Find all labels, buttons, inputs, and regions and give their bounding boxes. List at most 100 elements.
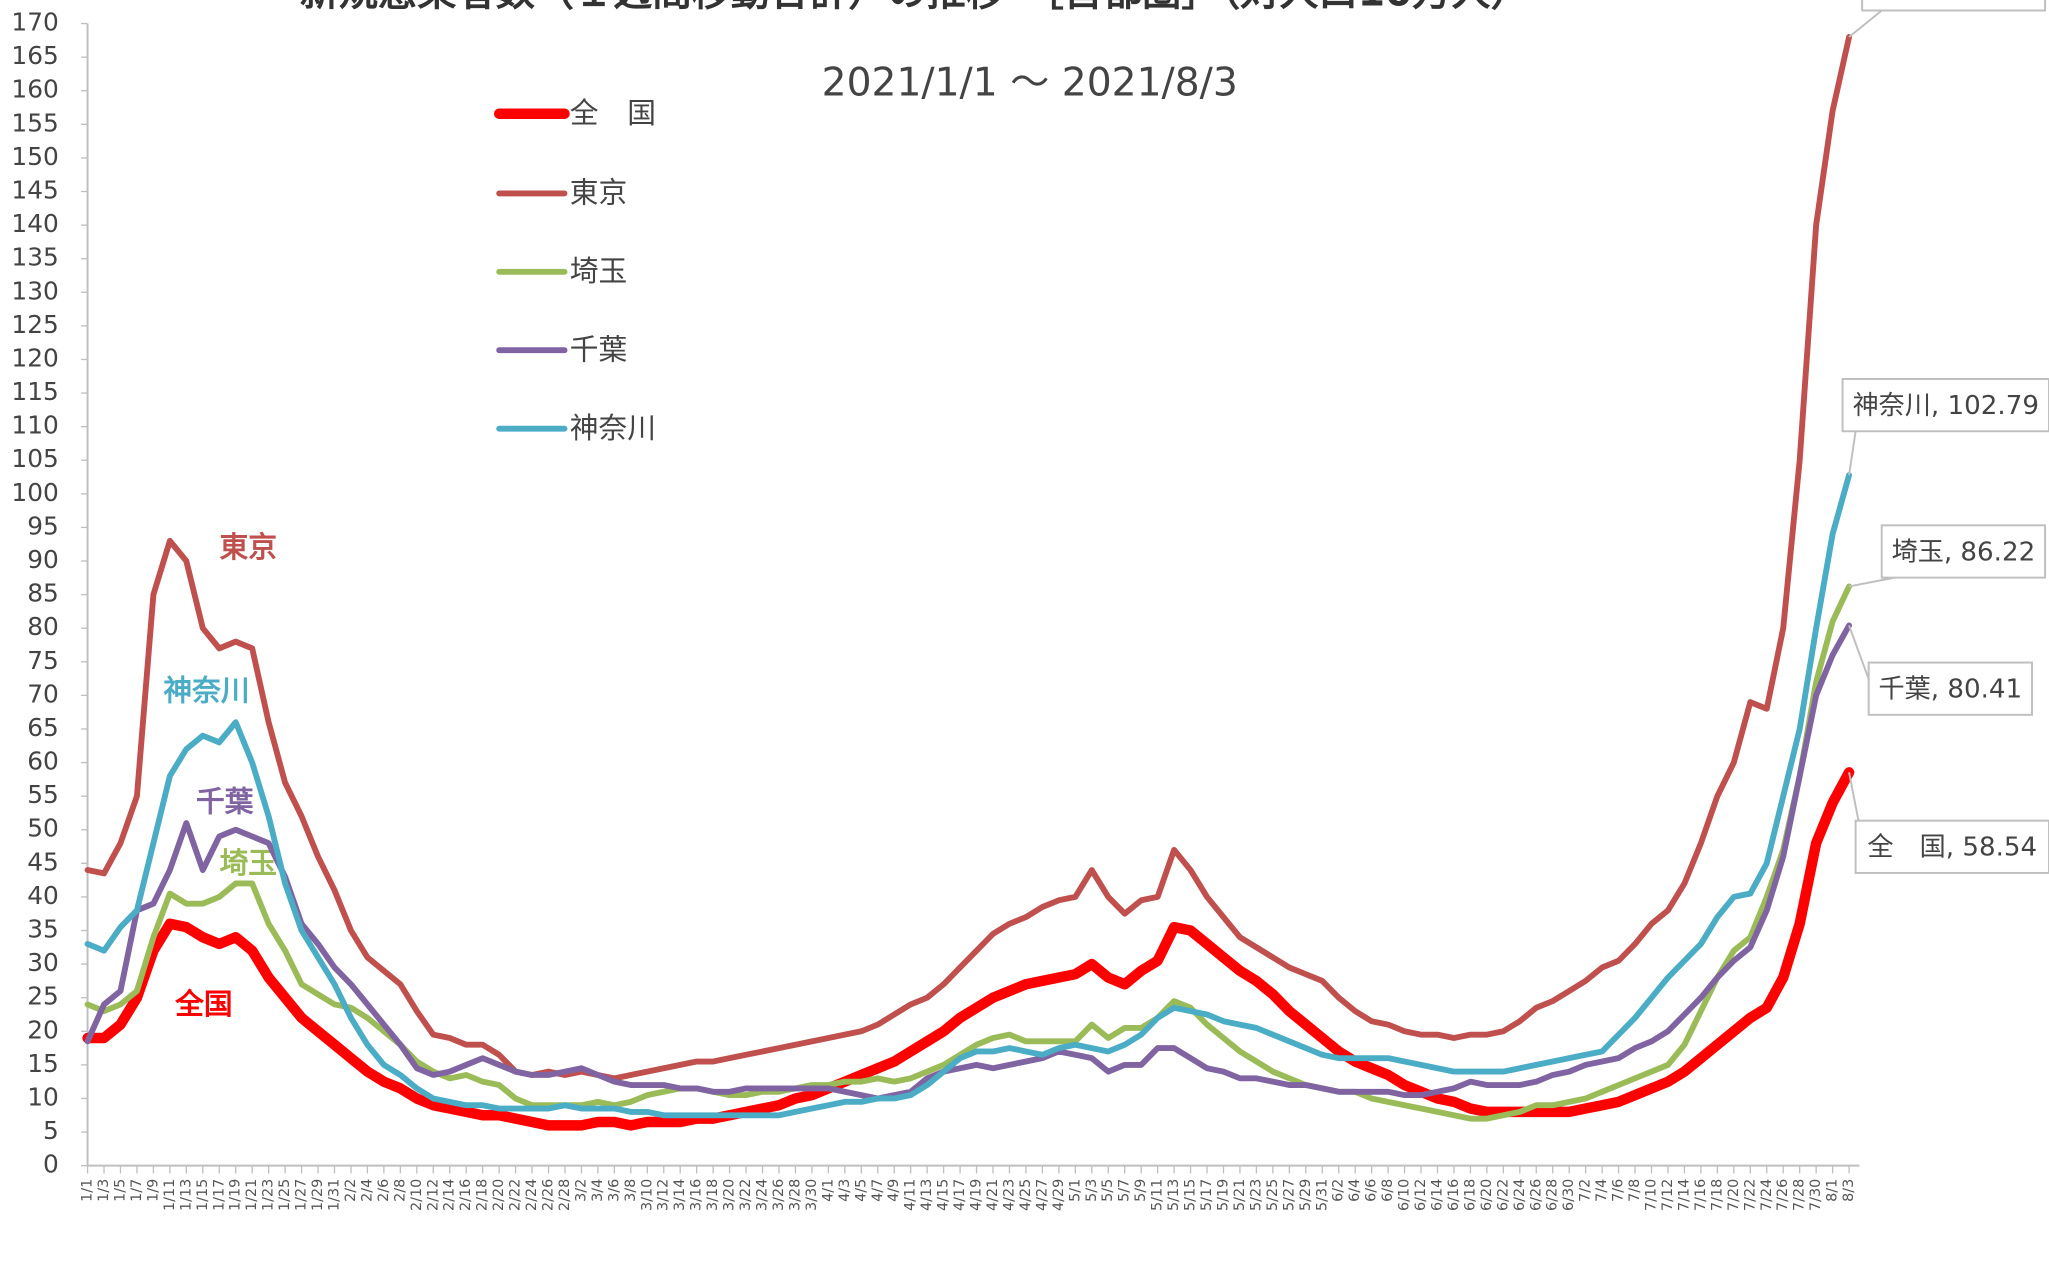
x-tick-label: 7/28	[1792, 1179, 1808, 1211]
x-tick-label: 2/2	[343, 1179, 359, 1202]
series-tag: 全国	[174, 987, 232, 1021]
x-tick-label: 6/22	[1495, 1179, 1511, 1211]
y-tick-label: 140	[11, 209, 58, 238]
x-tick-label: 7/8	[1627, 1179, 1643, 1202]
y-tick-label: 145	[11, 176, 58, 205]
y-tick-label: 40	[27, 881, 59, 910]
series-line	[84, 583, 1853, 1122]
x-tick-label: 1/29	[310, 1179, 326, 1211]
y-tick-label: 100	[11, 478, 58, 507]
x-tick-label: 5/25	[1265, 1179, 1281, 1211]
x-tick-label: 3/30	[804, 1179, 820, 1211]
y-tick-label: 0	[43, 1150, 59, 1179]
x-tick-label: 6/24	[1512, 1179, 1528, 1211]
x-tick-label: 2/22	[508, 1179, 524, 1211]
x-tick-label: 4/5	[853, 1179, 869, 1202]
x-tick-label: 2/8	[392, 1179, 408, 1202]
x-tick-label: 1/9	[145, 1179, 161, 1202]
x-tick-label: 1/7	[129, 1179, 145, 1202]
series-tag: 埼玉	[220, 846, 277, 880]
y-tick-label: 75	[27, 646, 59, 675]
x-tick-label: 4/27	[1034, 1179, 1050, 1211]
x-tick-label: 2/18	[475, 1179, 491, 1211]
x-tick-label: 3/20	[722, 1179, 738, 1211]
x-tick-label: 2/4	[359, 1179, 375, 1202]
x-tick-label: 3/10	[639, 1179, 655, 1211]
x-tick-label: 1/13	[178, 1179, 194, 1211]
y-tick-label: 160	[11, 75, 58, 104]
x-tick-label: 4/25	[1018, 1179, 1034, 1211]
x-tick-label: 3/18	[705, 1179, 721, 1211]
x-tick-label: 2/24	[524, 1179, 540, 1211]
x-tick-label: 1/3	[96, 1179, 112, 1202]
x-tick-label: 4/21	[985, 1179, 1001, 1211]
x-tick-label: 1/17	[211, 1179, 227, 1211]
callout-box	[1854, 819, 2049, 874]
y-tick-label: 135	[11, 243, 58, 272]
y-tick-label: 110	[11, 411, 58, 440]
data-label: 神奈川, 102.79	[1853, 391, 2039, 421]
data-label: 埼玉, 86.22	[1892, 537, 2036, 567]
y-tick-label: 115	[11, 377, 58, 406]
y-tick-label: 85	[27, 579, 59, 608]
y-tick-label: 55	[27, 780, 59, 809]
y-tick-label: 155	[11, 108, 58, 137]
series-tag: 神奈川	[163, 674, 249, 708]
x-tick-label: 4/17	[952, 1179, 968, 1211]
series-line	[84, 622, 1853, 1102]
chart-title: 新規感染者数（１週間移動合計）の推移 ［首都圏］（対人口10万人）	[300, 0, 1530, 15]
x-tick-label: 2/28	[557, 1179, 573, 1211]
y-tick-label: 125	[11, 310, 58, 339]
x-tick-label: 1/27	[294, 1179, 310, 1211]
y-tick-label: 130	[11, 276, 58, 305]
y-tick-label: 65	[27, 713, 59, 742]
x-tick-label: 7/30	[1808, 1179, 1824, 1211]
x-tick-label: 4/29	[1051, 1179, 1067, 1211]
x-tick-label: 3/4	[590, 1179, 606, 1202]
x-tick-label: 4/9	[886, 1179, 902, 1202]
x-tick-label: 5/21	[1232, 1179, 1248, 1211]
y-tick-label: 80	[27, 612, 59, 641]
x-tick-label: 6/30	[1561, 1179, 1577, 1211]
x-tick-label: 6/18	[1462, 1179, 1478, 1211]
callout-leader	[1848, 9, 1883, 38]
x-tick-label: 6/20	[1479, 1179, 1495, 1211]
x-tick-label: 7/24	[1759, 1179, 1775, 1211]
x-tick-label: 1/31	[326, 1179, 342, 1211]
x-tick-label: 2/16	[458, 1179, 474, 1211]
callout-box	[1880, 524, 2047, 579]
x-tick-label: 5/23	[1248, 1179, 1264, 1211]
x-tick-label: 7/12	[1660, 1179, 1676, 1211]
y-tick-label: 45	[27, 847, 59, 876]
data-label: 千葉, 80.41	[1879, 674, 2023, 704]
y-tick-label: 30	[27, 948, 59, 977]
y-tick-label: 90	[27, 545, 59, 574]
legend-label: 埼玉	[570, 254, 627, 288]
x-tick-label: 6/6	[1364, 1179, 1380, 1202]
callout-box	[1841, 378, 2049, 433]
x-tick-label: 7/2	[1578, 1179, 1594, 1202]
y-tick-label: 105	[11, 444, 58, 473]
x-tick-label: 5/9	[1133, 1179, 1149, 1202]
y-tick-label: 165	[11, 41, 58, 70]
x-tick-label: 4/1	[820, 1179, 836, 1202]
y-tick-label: 20	[27, 1015, 59, 1044]
y-tick-label: 5	[43, 1116, 59, 1145]
x-tick-label: 3/14	[672, 1179, 688, 1211]
x-tick-label: 7/18	[1709, 1179, 1725, 1211]
series-line	[84, 472, 1853, 1119]
x-tick-label: 6/14	[1429, 1179, 1445, 1211]
x-tick-label: 4/7	[870, 1179, 886, 1202]
x-tick-label: 6/8	[1380, 1179, 1396, 1202]
x-tick-label: 3/2	[573, 1179, 589, 1202]
x-tick-label: 6/16	[1446, 1179, 1462, 1211]
x-tick-label: 6/2	[1331, 1179, 1347, 1202]
x-tick-label: 2/14	[442, 1179, 458, 1211]
x-tick-label: 3/24	[755, 1179, 771, 1211]
x-tick-label: 1/5	[112, 1179, 128, 1202]
x-tick-label: 5/17	[1199, 1179, 1215, 1211]
x-tick-label: 6/28	[1545, 1179, 1561, 1211]
x-tick-label: 6/12	[1413, 1179, 1429, 1211]
